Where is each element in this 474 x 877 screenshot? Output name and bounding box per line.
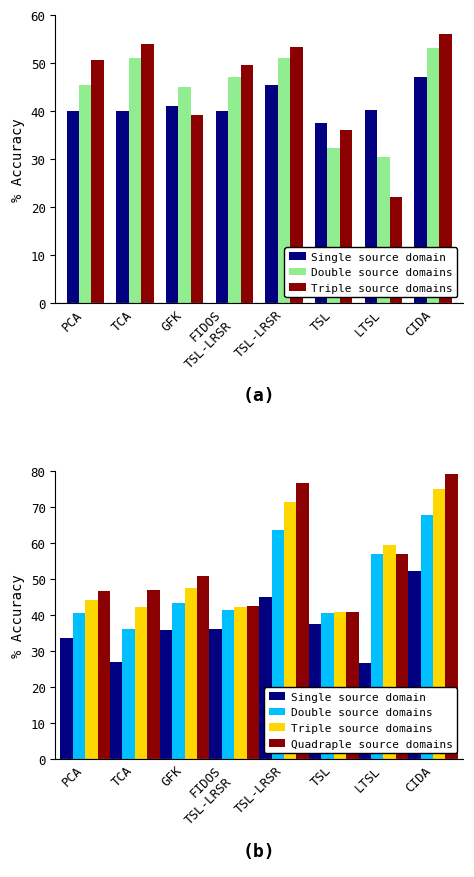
Bar (222, 610, 234, 759)
Bar (60, 638, 73, 759)
Bar (358, 664, 371, 759)
Bar (166, 107, 178, 303)
Bar (346, 612, 358, 759)
Y-axis label: % Accuracy: % Accuracy (11, 118, 25, 202)
Legend: Single source domain, Double source domains, Triple source domains: Single source domain, Double source doma… (284, 248, 457, 298)
Bar (439, 35, 452, 303)
Bar (73, 613, 85, 759)
Bar (110, 662, 122, 759)
Text: (b): (b) (243, 842, 275, 859)
Bar (296, 484, 309, 759)
Bar (377, 157, 390, 303)
Bar (365, 111, 377, 303)
Bar (278, 60, 290, 303)
Bar (79, 86, 91, 303)
Bar (216, 112, 228, 303)
Legend: Single source domain, Double source domains, Triple source domains, Quadraple so: Single source domain, Double source doma… (264, 688, 457, 753)
Y-axis label: % Accuracy: % Accuracy (11, 574, 25, 657)
Bar (178, 88, 191, 303)
Bar (240, 67, 253, 303)
Bar (228, 78, 240, 303)
Bar (390, 198, 402, 303)
Bar (265, 86, 278, 303)
Bar (147, 590, 160, 759)
Bar (160, 630, 172, 759)
Bar (414, 78, 427, 303)
Bar (259, 597, 272, 759)
Bar (128, 60, 141, 303)
Bar (328, 149, 340, 303)
Bar (197, 576, 210, 759)
Bar (446, 474, 458, 759)
Bar (246, 606, 259, 759)
Bar (91, 61, 104, 303)
Bar (122, 630, 135, 759)
Bar (340, 131, 352, 303)
Bar (321, 613, 334, 759)
Bar (210, 630, 222, 759)
Bar (315, 124, 328, 303)
Bar (141, 45, 154, 303)
Bar (116, 112, 128, 303)
Bar (334, 612, 346, 759)
Bar (371, 554, 383, 759)
Bar (290, 48, 302, 303)
Bar (396, 554, 408, 759)
Bar (427, 48, 439, 303)
Text: (a): (a) (243, 387, 275, 404)
Bar (135, 607, 147, 759)
Bar (234, 608, 246, 759)
Bar (420, 515, 433, 759)
Bar (98, 592, 110, 759)
Bar (85, 601, 98, 759)
Bar (191, 116, 203, 303)
Bar (309, 624, 321, 759)
Bar (184, 588, 197, 759)
Bar (284, 503, 296, 759)
Bar (66, 112, 79, 303)
Bar (272, 531, 284, 759)
Bar (433, 489, 446, 759)
Bar (408, 572, 420, 759)
Bar (172, 603, 184, 759)
Bar (383, 545, 396, 759)
